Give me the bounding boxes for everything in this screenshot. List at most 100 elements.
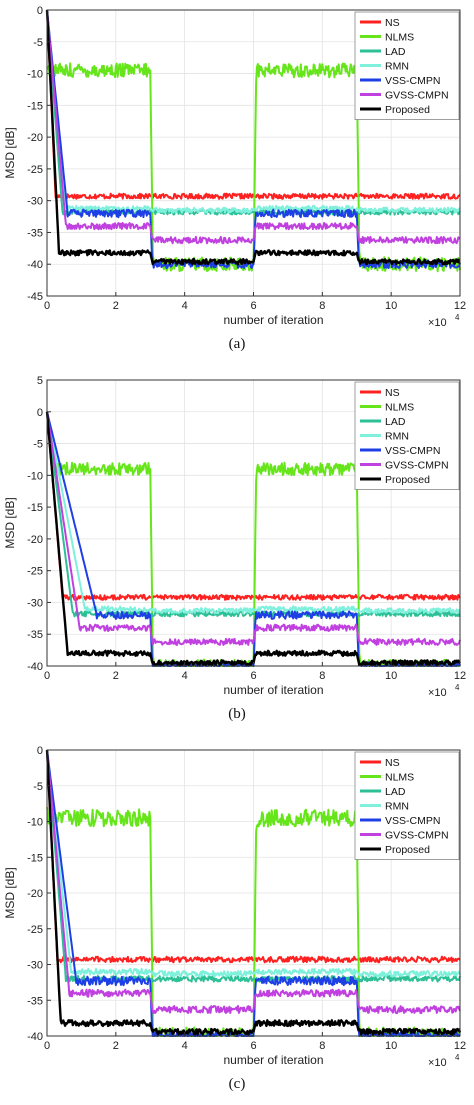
caption-c: (c): [228, 1076, 246, 1092]
y-tick-label: -30: [27, 196, 43, 208]
legend-label-nlms: NLMS: [385, 772, 414, 784]
y-tick-label: -40: [27, 259, 43, 271]
y-tick-label: -5: [33, 37, 43, 49]
legend-label-proposed: Proposed: [385, 104, 430, 116]
x-tick-label: 8: [319, 1040, 325, 1052]
x-tick-label: 4: [182, 670, 188, 682]
msd-chart-b: 0 2 4 6 8 10 12 -40 -35 -30 -25 -20 -15 -10 -5 0 5 number…: [3, 375, 466, 699]
x-tick-label: 6: [250, 300, 256, 312]
msd-chart-c: 0 2 4 6 8 10 12 -40 -35 -30 -25 -20 -15 -10 -5 0 number …: [3, 745, 466, 1069]
x-tick-label: 12: [454, 670, 466, 682]
y-tick-label: -20: [27, 132, 43, 144]
x-tick-label: 4: [182, 300, 188, 312]
y-tick-label: -5: [33, 781, 43, 793]
x-tick-label: 2: [113, 670, 119, 682]
x-axis-label: number of iteration: [223, 683, 323, 697]
y-tick-label: -20: [27, 534, 43, 546]
x-tick-label: 0: [44, 1040, 50, 1052]
series-line-lad: [46, 749, 461, 983]
series-line-proposed: [45, 9, 461, 266]
chart-panel-a: 0 2 4 6 8 10 12 -45 -40 -35 -30 -25 -20 -15 -10 -5 0 numb…: [0, 0, 474, 365]
x-exponent-label: ×10: [428, 317, 447, 329]
x-tick-label: 10: [385, 300, 397, 312]
chart-panel-c: 0 2 4 6 8 10 12 -40 -35 -30 -25 -20 -15 -10 -5 0 number …: [0, 740, 474, 1105]
y-tick-label: -35: [27, 629, 43, 641]
y-tick-label: -15: [27, 502, 43, 514]
y-tick-label: -25: [27, 924, 43, 936]
x-tick-label: 6: [250, 670, 256, 682]
caption-b: (b): [228, 706, 246, 722]
caption-a: (a): [228, 336, 246, 352]
y-tick-label: 0: [37, 5, 43, 17]
series-line-gvss-cmpn: [46, 9, 461, 245]
series-line-gvss-cmpn: [46, 411, 461, 646]
y-tick-label: -40: [27, 661, 43, 673]
legend-label-nlms: NLMS: [385, 32, 414, 44]
x-tick-label: 4: [182, 1040, 188, 1052]
x-tick-label: 2: [113, 300, 119, 312]
y-tick-label: 0: [37, 407, 43, 419]
legend-label-ns: NS: [385, 757, 400, 769]
x-exponent-label: ×10: [428, 1057, 447, 1069]
y-tick-label: -25: [27, 164, 43, 176]
legend-label-rmn: RMN: [385, 801, 409, 813]
series-line-proposed: [45, 749, 462, 1036]
legend-label-gvss-cmpn: GVSS-CMPN: [385, 460, 449, 472]
x-tick-label: 10: [385, 1040, 397, 1052]
x-tick-label: 10: [385, 670, 397, 682]
y-axis-label: MSD [dB]: [3, 867, 17, 918]
y-tick-label: -5: [33, 439, 43, 451]
x-axis-label: number of iteration: [223, 1053, 323, 1067]
legend-label-gvss-cmpn: GVSS-CMPN: [385, 90, 449, 102]
y-tick-label: -35: [27, 995, 43, 1007]
y-tick-label: -45: [27, 291, 43, 303]
y-axis-label: MSD [dB]: [3, 127, 17, 178]
y-tick-label: 0: [37, 745, 43, 757]
legend-label-vss-cmpn: VSS-CMPN: [385, 815, 440, 827]
y-tick-label: -25: [27, 566, 43, 578]
legend-label-nlms: NLMS: [385, 402, 414, 414]
series-line-gvss-cmpn: [46, 749, 461, 1015]
x-tick-label: 0: [44, 300, 50, 312]
x-exponent-label: ×10: [428, 687, 447, 699]
legend-label-lad: LAD: [385, 416, 406, 428]
y-tick-label: -30: [27, 597, 43, 609]
x-tick-label: 2: [113, 1040, 119, 1052]
y-axis-label: MSD [dB]: [3, 497, 17, 548]
legend-label-vss-cmpn: VSS-CMPN: [385, 75, 440, 87]
legend-label-gvss-cmpn: GVSS-CMPN: [385, 830, 449, 842]
legend-label-proposed: Proposed: [385, 474, 430, 486]
y-tick-label: -10: [27, 817, 43, 829]
series-line-rmn: [46, 411, 461, 615]
x-exponent-power: 4: [455, 683, 460, 692]
legend-label-rmn: RMN: [385, 431, 409, 443]
x-tick-label: 8: [319, 670, 325, 682]
y-tick-label: -15: [27, 100, 43, 112]
y-tick-label: -40: [27, 1031, 43, 1043]
legend-label-proposed: Proposed: [385, 844, 430, 856]
msd-chart-a: 0 2 4 6 8 10 12 -45 -40 -35 -30 -25 -20 -15 -10 -5 0 numb…: [3, 5, 466, 329]
x-tick-label: 0: [44, 670, 50, 682]
x-tick-label: 8: [319, 300, 325, 312]
series-line-rmn: [46, 749, 461, 978]
legend-label-lad: LAD: [385, 46, 406, 58]
y-tick-label: -30: [27, 960, 43, 972]
chart-panel-b: 0 2 4 6 8 10 12 -40 -35 -30 -25 -20 -15 -10 -5 0 5 number…: [0, 370, 474, 735]
x-tick-label: 12: [454, 1040, 466, 1052]
y-tick-label: -10: [27, 470, 43, 482]
y-tick-label: -35: [27, 227, 43, 239]
series-line-lad: [46, 411, 461, 618]
y-tick-label: -20: [27, 888, 43, 900]
y-tick-label: -10: [27, 69, 43, 81]
legend-label-rmn: RMN: [385, 61, 409, 73]
legend-label-ns: NS: [385, 17, 400, 29]
x-axis-label: number of iteration: [223, 313, 323, 327]
legend-label-ns: NS: [385, 387, 400, 399]
x-tick-label: 6: [250, 1040, 256, 1052]
x-tick-label: 12: [454, 300, 466, 312]
y-tick-label: 5: [37, 375, 43, 387]
x-exponent-power: 4: [455, 1053, 460, 1062]
x-exponent-power: 4: [455, 313, 460, 322]
y-tick-label: -15: [27, 852, 43, 864]
legend-label-lad: LAD: [385, 786, 406, 798]
